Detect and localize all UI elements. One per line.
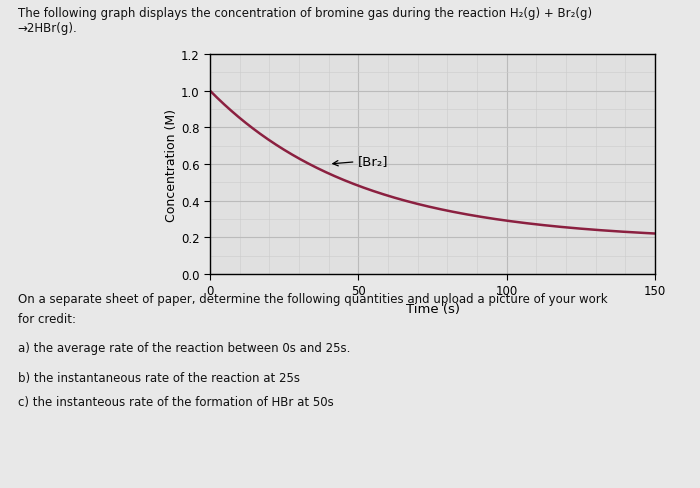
Text: b) the instantaneous rate of the reaction at 25s: b) the instantaneous rate of the reactio… bbox=[18, 371, 300, 384]
Text: c) the instanteous rate of the formation of HBr at 50s: c) the instanteous rate of the formation… bbox=[18, 395, 333, 408]
Text: The following graph displays the concentration of bromine gas during the reactio: The following graph displays the concent… bbox=[18, 7, 592, 20]
Text: →2HBr(g).: →2HBr(g). bbox=[18, 22, 77, 35]
Text: On a separate sheet of paper, determine the following quantities and upload a pi: On a separate sheet of paper, determine … bbox=[18, 293, 607, 306]
Text: [Br₂]: [Br₂] bbox=[332, 155, 389, 167]
X-axis label: Time (s): Time (s) bbox=[405, 302, 459, 315]
Text: for credit:: for credit: bbox=[18, 312, 76, 325]
Text: a) the average rate of the reaction between 0s and 25s.: a) the average rate of the reaction betw… bbox=[18, 342, 350, 355]
Y-axis label: Concentration (M): Concentration (M) bbox=[165, 108, 178, 221]
